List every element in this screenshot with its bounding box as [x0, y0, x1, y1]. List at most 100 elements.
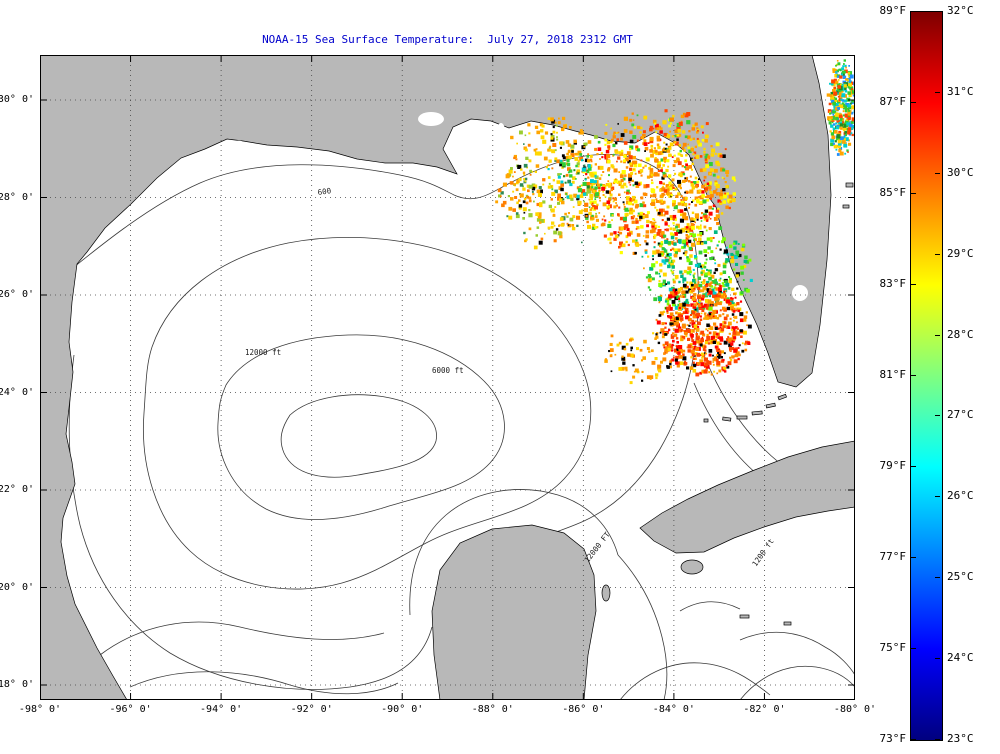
sst-pixel: [679, 328, 681, 331]
sst-pixel: [671, 322, 674, 325]
sst-pixel: [548, 204, 552, 209]
sst-pixel: [650, 173, 654, 177]
sst-pixel: [632, 338, 634, 341]
sst-pixel: [703, 317, 706, 320]
sst-pixel: [573, 193, 578, 198]
sst-pixel: [579, 153, 583, 156]
sst-pixel: [682, 212, 686, 216]
sst-pixel: [680, 171, 685, 176]
sst-pixel: [533, 245, 538, 250]
sst-pixel: [525, 201, 529, 205]
sst-pixel: [717, 352, 720, 354]
sst-pixel: [731, 287, 735, 291]
sst-pixel: [629, 381, 633, 385]
sst-pixel: [652, 277, 655, 281]
sst-pixel: [672, 303, 675, 307]
sst-pixel: [843, 143, 848, 148]
sst-pixel: [568, 155, 572, 159]
sst-pixel: [693, 218, 696, 221]
sst-pixel: [547, 226, 551, 230]
sst-pixel: [658, 369, 662, 373]
sst-pixel: [691, 346, 694, 349]
sst-pixel: [641, 359, 644, 362]
sst-pixel: [607, 223, 612, 228]
sst-pixel: [641, 370, 644, 373]
temperature-colorbar: [910, 11, 943, 741]
sst-pixel: [720, 212, 724, 215]
sst-pixel: [833, 96, 836, 99]
sst-pixel: [526, 184, 530, 188]
sst-pixel: [838, 94, 843, 99]
sst-pixel: [687, 143, 689, 146]
sst-pixel: [680, 274, 684, 278]
sst-pixel: [580, 131, 584, 135]
sst-pixel: [670, 335, 675, 339]
sst-pixel: [661, 192, 665, 196]
sst-pixel: [730, 342, 734, 346]
sst-pixel: [560, 187, 564, 192]
sst-pixel: [723, 298, 727, 301]
sst-pixel: [577, 150, 582, 155]
sst-pixel: [644, 240, 647, 243]
sst-pixel: [528, 209, 531, 212]
sst-pixel: [594, 205, 598, 210]
sst-pixel: [671, 286, 675, 291]
sst-pixel: [582, 181, 587, 186]
sst-pixel: [695, 320, 697, 323]
sst-pixel: [698, 189, 702, 193]
sst-pixel: [567, 167, 571, 171]
sst-pixel: [586, 155, 589, 158]
sst-pixel: [664, 326, 667, 329]
sst-pixel: [658, 272, 661, 275]
sst-pixel: [502, 200, 507, 205]
sst-pixel: [699, 168, 704, 173]
sst-pixel: [666, 149, 671, 153]
sst-pixel: [522, 187, 526, 191]
sst-pixel: [707, 360, 712, 365]
sst-pixel: [651, 221, 656, 226]
sst-pixel: [844, 113, 849, 118]
sst-pixel: [716, 244, 719, 247]
sst-pixel: [549, 145, 552, 148]
sst-pixel: [722, 366, 727, 371]
sst-pixel: [673, 248, 678, 253]
sst-pixel: [610, 127, 612, 130]
sst-pixel: [512, 208, 516, 212]
sst-pixel: [680, 338, 684, 341]
sst-pixel: [658, 282, 663, 287]
colorbar-tick: [935, 253, 940, 255]
sst-pixel: [726, 338, 730, 342]
sst-pixel: [830, 82, 834, 86]
sst-pixel: [670, 194, 673, 197]
sst-pixel: [671, 247, 675, 251]
sst-pixel: [705, 307, 709, 310]
sst-pixel: [591, 202, 594, 205]
sst-pixel: [581, 209, 584, 212]
sst-pixel: [684, 208, 687, 211]
sst-pixel: [747, 341, 751, 345]
sst-pixel: [677, 209, 681, 213]
sst-pixel: [671, 358, 675, 362]
sst-pixel: [619, 174, 624, 179]
sst-pixel: [842, 114, 845, 117]
sst-pixel: [710, 145, 713, 148]
sst-pixel: [709, 217, 712, 220]
sst-pixel: [667, 185, 671, 189]
sst-pixel: [623, 116, 628, 121]
sst-pixel: [847, 116, 851, 121]
sst-pixel: [688, 180, 691, 183]
sst-pixel: [722, 262, 727, 267]
sst-pixel: [640, 136, 645, 140]
sst-pixel: [629, 184, 632, 186]
sst-pixel: [708, 276, 712, 281]
sst-pixel: [719, 290, 722, 293]
sst-pixel: [676, 348, 679, 351]
sst-pixel: [691, 311, 695, 315]
sst-pixel: [681, 302, 686, 307]
sst-pixel: [722, 279, 725, 282]
sst-pixel: [626, 151, 631, 156]
sst-pixel: [591, 216, 595, 220]
sst-pixel: [726, 192, 729, 196]
sst-pixel: [516, 181, 519, 185]
